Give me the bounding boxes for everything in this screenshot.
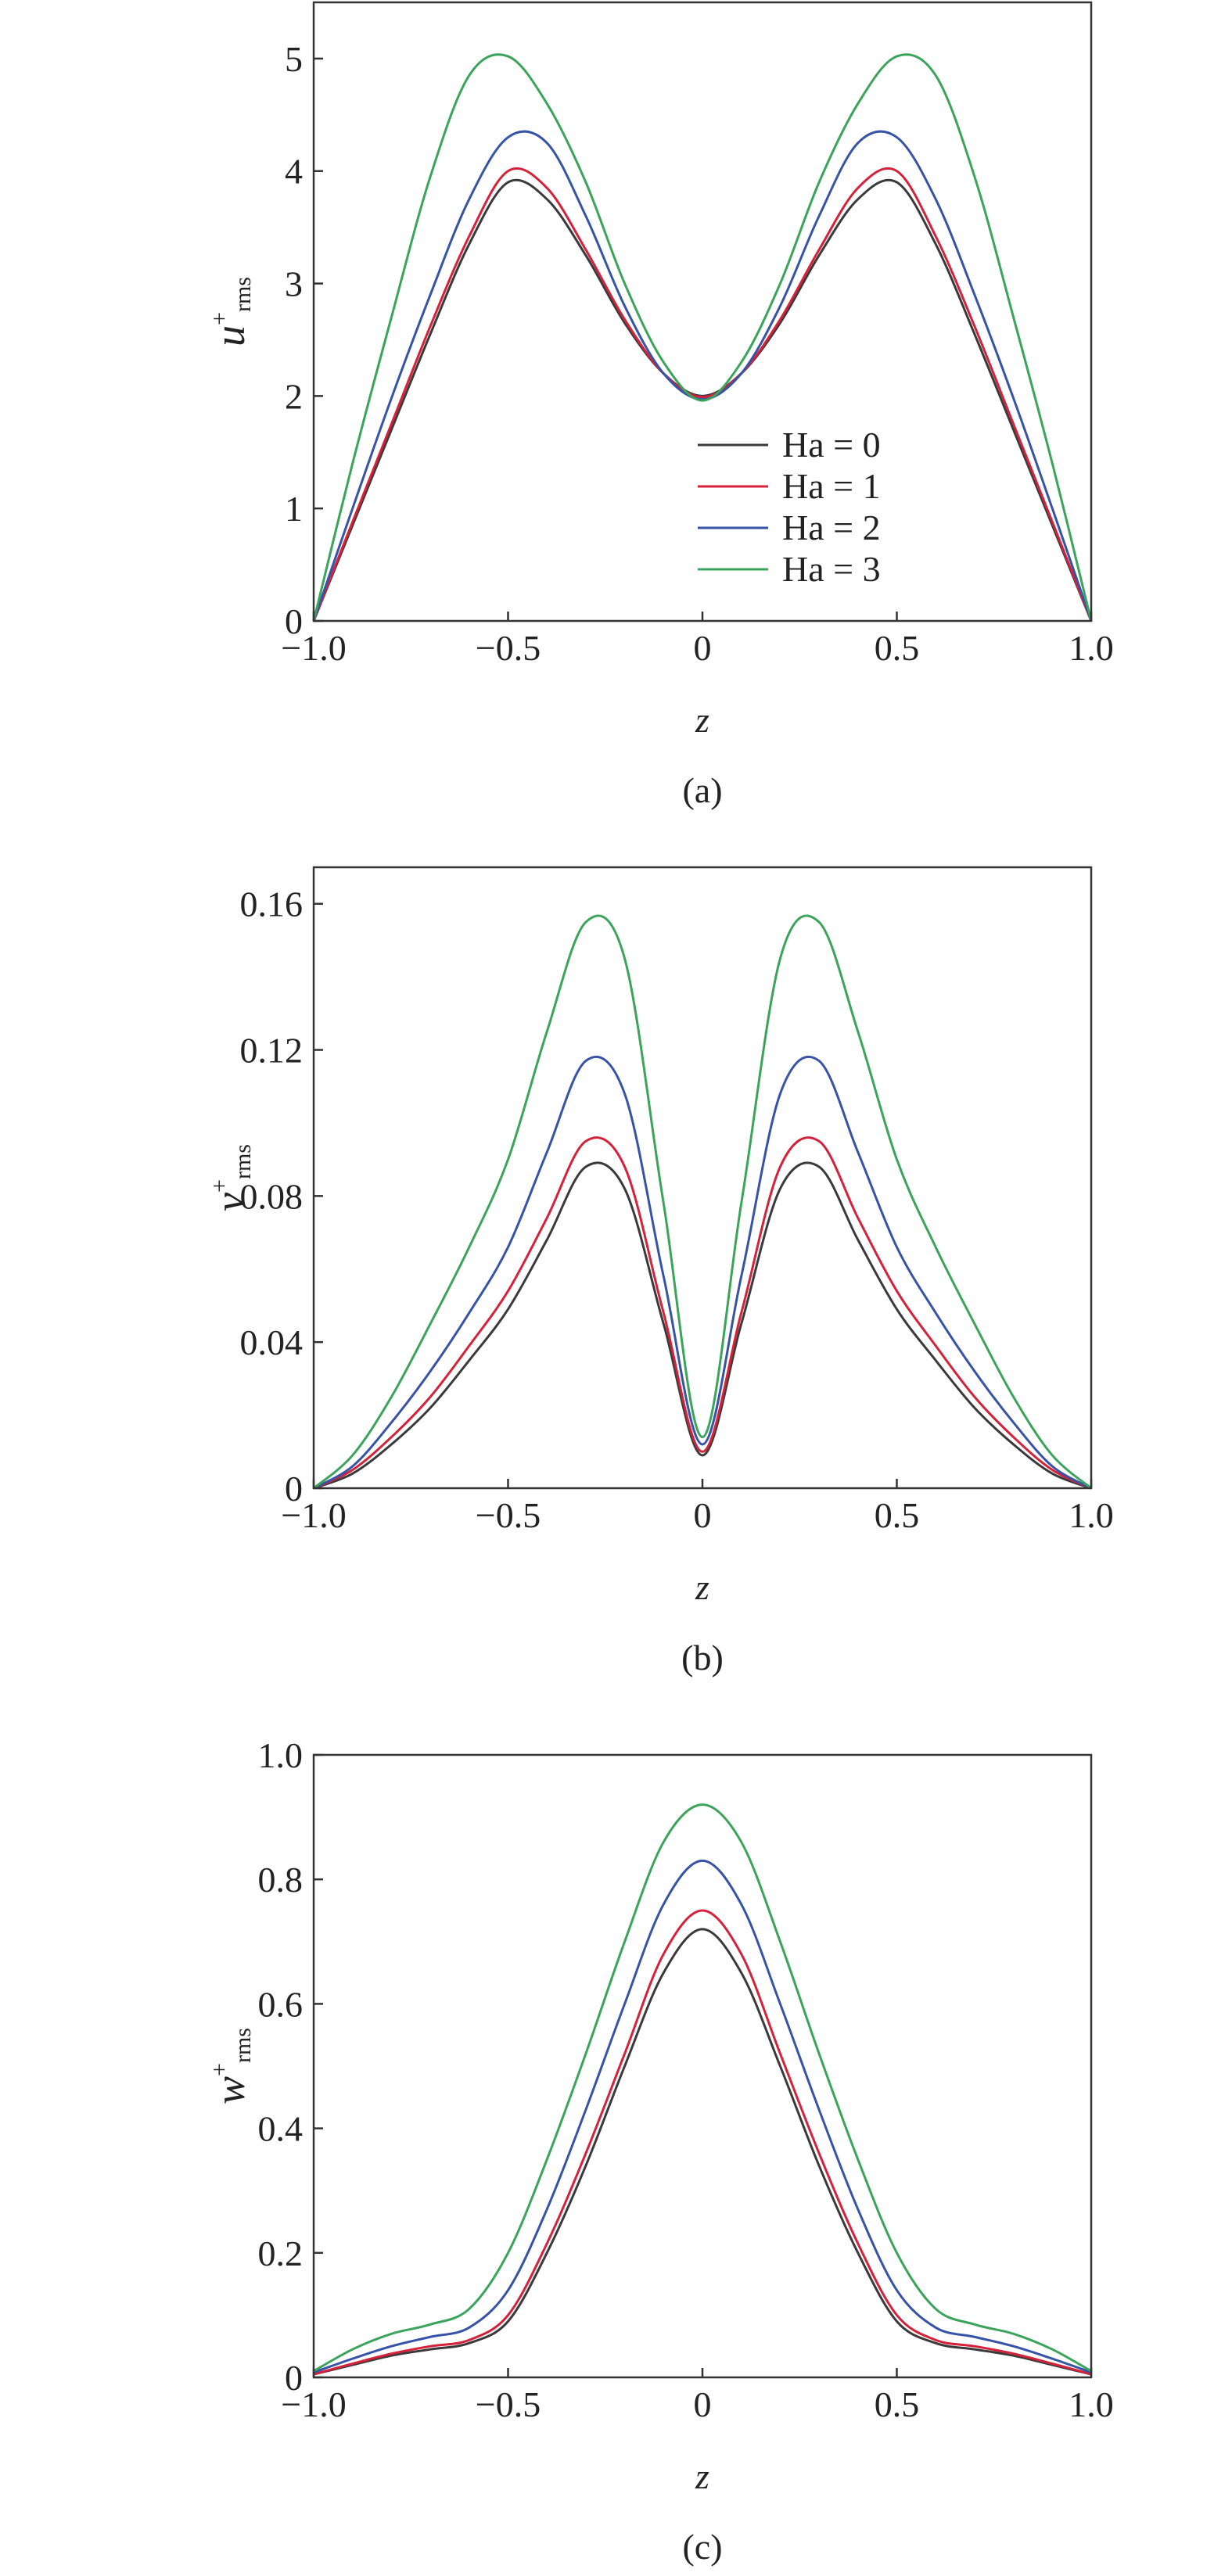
data-line [312,53,1093,622]
x-tick-label: −1.0 [281,2384,346,2424]
y-tick-label: 0.2 [258,2233,304,2273]
y-tick-label: 0 [285,2358,303,2398]
legend-label: Ha = 2 [782,508,881,547]
data-line [312,130,1093,622]
y-tick-label: 0.08 [240,1176,304,1216]
data-line [312,167,1093,622]
x-tick-label: −1.0 [281,1495,346,1535]
y-axis-label: w+rms [207,2028,256,2104]
panel: −1.0 −0.5 0 0.5 1.0 0 0.2 0.4 0.6 0.8 1.0 z (c) w+rms [207,1735,1114,2567]
x-tick-label: −0.5 [476,628,541,668]
x-axis-label: z [695,2456,709,2496]
x-tick-label: 1.0 [1069,2384,1114,2424]
x-tick-label: 1.0 [1069,1495,1114,1535]
x-tick-label: −0.5 [476,2384,541,2424]
y-tick-label: 0.8 [258,1860,304,1900]
data-line [313,1055,1092,1490]
y-label-sub: rms [230,2028,256,2063]
y-tick-label: 5 [285,39,303,79]
x-tick-label: 0 [694,628,712,668]
y-label-symbol: w [207,2076,253,2104]
y-tick-label: 0.12 [240,1031,304,1071]
x-tick-label: 1.0 [1069,628,1114,668]
y-tick-label: 0.16 [240,884,304,924]
y-tick-label: 0.04 [240,1322,304,1362]
y-label-sub: rms [230,1144,256,1179]
y-tick-label: 0 [285,601,303,641]
data-line [313,1803,1092,2373]
caption: (a) [682,770,722,810]
x-tick-label: 0.5 [875,2384,920,2424]
plot-frame [312,1753,1093,2379]
y-tick-label: 3 [285,264,303,304]
x-tick-label: 0 [694,2384,712,2424]
data-line [313,1909,1092,2376]
panel: −1.0 −0.5 0 0.5 1.0 0 0.04 0.08 0.12 0.16 z (b) v+rm… [207,866,1114,1677]
y-label-sub: rms [230,277,256,312]
y-tick-label: 1 [285,489,303,529]
y-label-symbol: u [207,325,253,346]
x-tick-label: 0 [694,1495,712,1535]
legend-label: Ha = 3 [782,549,881,589]
x-axis-label: z [695,700,709,740]
data-line [313,1161,1092,1490]
legend-label: Ha = 1 [782,466,881,506]
data-line [313,1928,1092,2376]
data-line [313,1136,1092,1490]
y-tick-label: 4 [285,152,303,192]
y-tick-label: 0 [285,1469,303,1509]
y-axis-label: u+rms [207,277,256,346]
data-line [313,914,1092,1490]
x-tick-label: −0.5 [476,1495,541,1535]
legend-label: Ha = 0 [782,425,881,465]
y-label-sup: + [207,2063,232,2076]
y-label-symbol: v [207,1193,253,1211]
y-tick-label: 1.0 [258,1735,304,1775]
data-line [313,1859,1092,2374]
x-tick-label: −1.0 [281,628,346,668]
x-tick-label: 0.5 [875,1495,920,1535]
caption: (c) [682,2527,722,2567]
y-label-sup: + [207,312,232,325]
y-tick-label: 0.6 [258,1984,304,2024]
x-tick-label: 0.5 [875,628,920,668]
y-tick-label: 0.4 [258,2109,304,2149]
y-label-sup: + [207,1179,232,1193]
y-axis-label: v+rms [207,1144,256,1211]
caption: (b) [681,1638,724,1677]
y-tick-label: 2 [285,376,303,416]
plot-frame [312,866,1093,1490]
x-axis-label: z [695,1567,709,1607]
